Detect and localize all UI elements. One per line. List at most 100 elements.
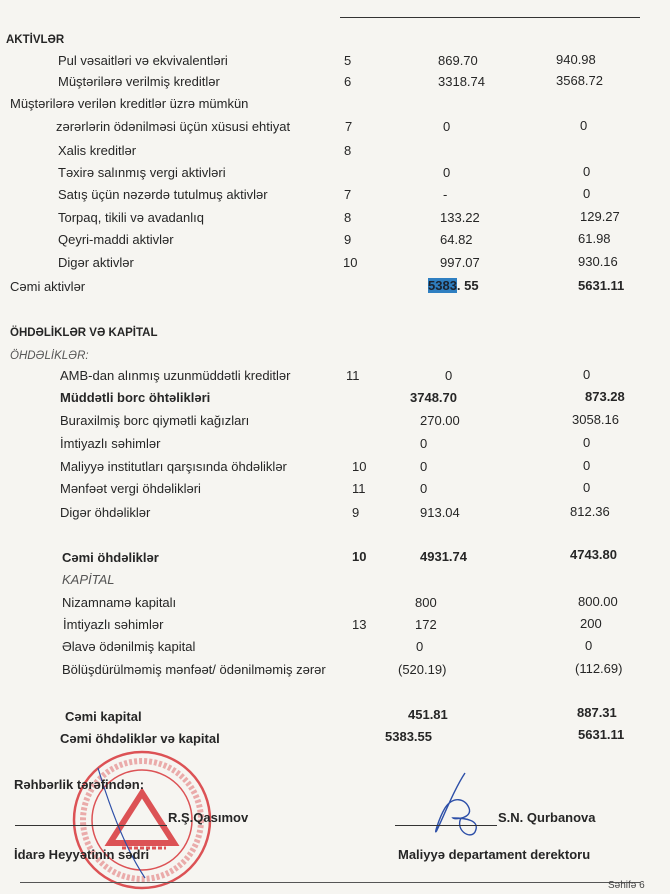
- row-current-value: 172: [415, 617, 437, 632]
- assets-heading: AKTİVLƏR: [6, 34, 65, 46]
- total-equity-previous: 887.31: [577, 705, 617, 720]
- row-current-value: 0: [443, 119, 451, 134]
- row-current-value: 0: [416, 639, 424, 654]
- row-current-value: 0: [445, 368, 453, 383]
- row-label: Müddətli borc öhtəlikləri: [60, 390, 211, 405]
- row-current-value: 997.07: [440, 255, 480, 270]
- row-previous-value: 200: [580, 616, 602, 631]
- total-equity-label: Cəmi kapital: [65, 709, 142, 724]
- total-assets-label: Cəmi aktivlər: [10, 279, 86, 294]
- row-previous-value: 0: [583, 186, 591, 201]
- page-number: Səhifə 6: [608, 880, 645, 891]
- row-note: 8: [344, 210, 352, 225]
- total-assets-current: 5383. 55: [428, 278, 479, 294]
- row-current-value: 869.70: [438, 53, 478, 68]
- row-current-value: -: [443, 187, 448, 202]
- total-equity-current: 451.81: [408, 707, 448, 722]
- row-label: Mənfəət vergi öhdəlikləri: [60, 481, 201, 496]
- total-liabilities-note: 10: [352, 549, 367, 564]
- row-current-value: 0: [420, 436, 428, 451]
- row-label: Torpaq, tikili və avadanlıq: [58, 210, 204, 225]
- total-assets-current-rest: . 55: [456, 278, 479, 293]
- header-rule: [340, 17, 640, 18]
- row-previous-value: 930.16: [578, 254, 618, 269]
- row-previous-value: 129.27: [580, 209, 620, 224]
- finance-name: S.N. Qurbanova: [498, 810, 596, 825]
- row-previous-value: 0: [585, 638, 593, 653]
- row-current-value: 64.82: [440, 232, 473, 247]
- total-assets-previous: 5631.11: [578, 278, 625, 293]
- company-stamp: [72, 750, 212, 890]
- row-note: 13: [352, 617, 367, 632]
- chair-name: R.Ş.Qasımov: [168, 810, 249, 825]
- row-current-value: (520.19): [398, 662, 447, 677]
- row-previous-value: 0: [583, 435, 591, 450]
- row-label: Xalis kreditlər: [58, 143, 137, 158]
- row-current-value: 913.04: [420, 505, 460, 520]
- total-liabilities-label: Cəmi öhdəliklər: [62, 550, 159, 565]
- row-current-value: 3318.74: [438, 74, 485, 89]
- total-liabilities-equity-current: 5383.55: [385, 729, 432, 744]
- row-previous-value: 61.98: [578, 231, 611, 246]
- liabilities-equity-heading: ÖHDƏLİKLƏR VƏ KAPİTAL: [10, 327, 158, 339]
- row-note: 11: [352, 481, 366, 496]
- chair-title: İdarə Heyyətinin sədri: [14, 847, 150, 862]
- row-note: 8: [344, 143, 352, 158]
- row-label: Əlavə ödənilmiş kapital: [62, 639, 196, 654]
- row-previous-value: 800.00: [578, 594, 618, 609]
- row-current-value: 0: [420, 481, 428, 496]
- row-label: Müştərilərə verilən kreditlər üzrə mümkü…: [10, 96, 249, 111]
- row-previous-value: 0: [583, 480, 591, 495]
- total-liabilities-equity-label: Cəmi öhdəliklər və kapital: [60, 731, 220, 746]
- liabilities-subheading: ÖHDƏLİKLƏR:: [10, 350, 89, 362]
- row-label: İmtiyazlı səhimlər: [63, 617, 164, 632]
- row-note: 6: [344, 74, 352, 89]
- row-label: Müştərilərə verilmiş kreditlər: [58, 74, 220, 89]
- row-label: zərərlərin ödənilməsi üçün xüsusi ehtiya…: [56, 119, 291, 134]
- finance-title: Maliyyə departament derektoru: [398, 847, 591, 862]
- row-label: Digər öhdəliklər: [60, 505, 151, 520]
- row-label: Digər aktivlər: [58, 255, 134, 270]
- total-liabilities-previous: 4743.80: [570, 547, 617, 562]
- row-previous-value: 0: [583, 367, 591, 382]
- row-note: 9: [344, 232, 352, 247]
- row-label: Maliyyə institutları qarşısında öhdəlikl…: [60, 459, 287, 474]
- row-note: 10: [352, 459, 367, 474]
- row-note: 11: [346, 368, 360, 383]
- total-liabilities-equity-previous: 5631.11: [578, 727, 625, 742]
- row-current-value: 133.22: [440, 210, 480, 225]
- row-previous-value: 812.36: [570, 504, 610, 519]
- row-label: Satış üçün nəzərdə tutulmuş aktivlər: [58, 187, 268, 202]
- footer-rule: [20, 882, 640, 883]
- row-label: Bölüşdürülməmiş mənfəət/ ödənilməmiş zər…: [62, 662, 326, 677]
- row-label: Pul vəsaitləri və ekvivalentləri: [58, 53, 228, 68]
- row-label: Nizamnamə kapitalı: [62, 595, 177, 610]
- equity-subheading: KAPİTAL: [62, 572, 115, 587]
- row-previous-value: 940.98: [556, 52, 596, 67]
- row-label: Buraxilmiş borc qiymətli kağızları: [60, 413, 250, 428]
- row-previous-value: (112.69): [575, 661, 623, 676]
- row-current-value: 3748.70: [410, 390, 457, 405]
- row-label: AMB-dan alınmış uzunmüddətli kreditlər: [60, 368, 291, 383]
- row-previous-value: 3058.16: [572, 412, 619, 427]
- chair-signature-line: [15, 825, 167, 826]
- row-note: 7: [345, 119, 353, 134]
- finance-signature: [435, 772, 477, 836]
- row-previous-value: 0: [583, 458, 591, 473]
- row-previous-value: 873.28: [585, 389, 625, 404]
- row-note: 9: [352, 505, 360, 520]
- row-note: 10: [343, 255, 358, 270]
- total-liabilities-current: 4931.74: [420, 549, 467, 564]
- highlighted-text: 5383: [428, 278, 457, 293]
- row-note: 5: [344, 53, 352, 68]
- row-label: Qeyri-maddi aktivlər: [58, 232, 174, 247]
- row-label: Təxirə salınmış vergi aktivləri: [58, 165, 226, 180]
- row-previous-value: 0: [583, 164, 591, 179]
- row-note: 7: [344, 187, 352, 202]
- management-label: Rəhbərlik tərəfindən:: [14, 777, 145, 792]
- finance-signature-line: [395, 825, 497, 826]
- row-current-value: 270.00: [420, 413, 460, 428]
- row-current-value: 800: [415, 595, 437, 610]
- row-current-value: 0: [420, 459, 428, 474]
- row-current-value: 0: [443, 165, 451, 180]
